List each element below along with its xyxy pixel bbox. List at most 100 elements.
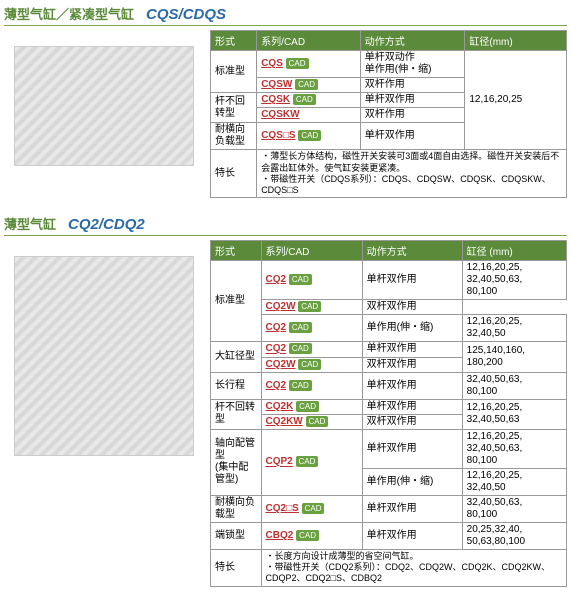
section-header: 薄型气缸／紧凑型气缸 CQS/CDQS [4, 4, 567, 26]
bore-cell: 32,40,50,63,80,100 [462, 495, 566, 522]
action-cell: 单杆双作用 [362, 372, 462, 399]
cad-badge-icon[interactable]: CAD [298, 130, 321, 141]
section-body: 形式系列/CAD动作方式缸径 (mm)标准型CQ2 CAD单杆双作用12,16,… [4, 240, 567, 586]
action-cell: 单杆双作用 [362, 429, 462, 468]
series-link[interactable]: CQSK [261, 94, 290, 105]
series-link[interactable]: CQ2K [266, 401, 294, 412]
action-cell: 双杆双作用 [362, 414, 462, 429]
bore-cell: 12,16,20,25,32,40,50,63 [462, 399, 566, 429]
series-link[interactable]: CQ2KW [266, 416, 303, 427]
product-image-col [4, 240, 204, 586]
spec-table-col: 形式系列/CAD动作方式缸径 (mm)标准型CQ2 CAD单杆双作用12,16,… [210, 240, 567, 586]
form-cell: 耐横向负载型 [211, 495, 262, 522]
action-cell: 单作用(伸・缩) [362, 315, 462, 342]
features-cell: ・薄型长方体结构，磁性开关安装可3面或4面自由选择。磁性开关安装后不会露出缸体外… [257, 150, 567, 198]
cad-badge-icon[interactable]: CAD [296, 456, 319, 467]
series-link[interactable]: CQSW [261, 79, 292, 90]
action-cell: 单杆双动作单作用(伸・缩) [360, 51, 465, 78]
table-header-row: 形式系列/CAD动作方式缸径 (mm) [211, 241, 567, 261]
action-cell: 单杆双作用 [362, 342, 462, 357]
table-header-cell: 缸径 (mm) [462, 241, 566, 261]
cad-badge-icon[interactable]: CAD [302, 503, 325, 514]
series-link[interactable]: CQ2W [266, 301, 296, 312]
series-link[interactable]: CBQ2 [266, 530, 294, 541]
cad-badge-icon[interactable]: CAD [289, 380, 312, 391]
series-link[interactable]: CQSKW [261, 109, 299, 120]
spec-table: 形式系列/CAD动作方式缸径 (mm)标准型CQ2 CAD单杆双作用12,16,… [210, 240, 567, 586]
table-row: 特长・长度方向设计成薄型的省空间气缸。・带磁性开关（CDQ2系列）：CDQ2、C… [211, 549, 567, 586]
action-cell: 双杆双作用 [362, 300, 462, 315]
series-link[interactable]: CQ2W [266, 359, 296, 370]
form-cell: 大缸径型 [211, 342, 262, 372]
series-cell: CQP2 CAD [261, 429, 362, 495]
table-header-cell: 系列/CAD [257, 31, 361, 51]
table-row: 特长・薄型长方体结构，磁性开关安装可3面或4面自由选择。磁性开关安装后不会露出缸… [211, 150, 567, 198]
series-link[interactable]: CQ2□S [266, 503, 299, 514]
action-cell: 单杆双作用 [362, 522, 462, 549]
bore-cell: 12,16,20,25,32,40,50 [462, 315, 566, 342]
cad-badge-icon[interactable]: CAD [296, 401, 319, 412]
series-cell: CQSKW [257, 108, 361, 123]
table-row: 轴向配管型(集中配管型)CQP2 CAD单杆双作用12,16,20,25,32,… [211, 429, 567, 468]
section-title: 薄型气缸／紧凑型气缸 [4, 4, 134, 23]
action-cell: 单杆双作用 [362, 399, 462, 414]
series-cell: CQ2W CAD [261, 357, 362, 372]
bore-cell: 125,140,160,180,200 [462, 342, 566, 372]
bore-cell: 32,40,50,63,80,100 [462, 372, 566, 399]
table-row: CQ2W CAD 双杆双作用 [211, 300, 567, 315]
section-body: 形式系列/CAD动作方式缸径(mm)标准型CQS CAD单杆双动作单作用(伸・缩… [4, 30, 567, 198]
cad-badge-icon[interactable]: CAD [289, 274, 312, 285]
action-cell: 单作用(伸・缩) [362, 468, 462, 495]
table-header-cell: 缸径(mm) [465, 31, 567, 51]
series-cell: CQ2 CAD [261, 372, 362, 399]
series-link[interactable]: CQ2 [266, 274, 287, 285]
series-cell: CQS□S CAD [257, 123, 361, 150]
form-cell: 特长 [211, 549, 262, 586]
series-cell: CQ2 CAD [261, 315, 362, 342]
form-cell: 杆不回转型 [211, 399, 262, 429]
action-cell: 双杆作用 [360, 108, 465, 123]
cad-badge-icon[interactable]: CAD [286, 58, 309, 69]
section-title: 薄型气缸 [4, 214, 56, 233]
section-header: 薄型气缸 CQ2/CDQ2 [4, 214, 567, 236]
series-link[interactable]: CQS [261, 58, 283, 69]
series-link[interactable]: CQ2 [266, 380, 287, 391]
cad-badge-icon[interactable]: CAD [289, 322, 312, 333]
form-cell: 特长 [211, 150, 257, 198]
cad-badge-icon[interactable]: CAD [306, 416, 329, 427]
cad-badge-icon[interactable]: CAD [296, 530, 319, 541]
table-row: 杆不回转型CQ2K CAD单杆双作用12,16,20,25,32,40,50,6… [211, 399, 567, 414]
action-cell: 双杆作用 [360, 78, 465, 93]
cad-badge-icon[interactable]: CAD [293, 94, 316, 105]
series-cell: CQ2KW CAD [261, 414, 362, 429]
series-cell: CQSK CAD [257, 93, 361, 108]
cad-badge-icon[interactable]: CAD [298, 301, 321, 312]
series-link[interactable]: CQP2 [266, 457, 293, 468]
series-link[interactable]: CQ2 [266, 344, 287, 355]
series-cell: CQ2 CAD [261, 342, 362, 357]
spec-table-col: 形式系列/CAD动作方式缸径(mm)标准型CQS CAD单杆双动作单作用(伸・缩… [210, 30, 567, 198]
bore-cell: 12,16,20,25,32,40,50,63,80,100 [462, 261, 566, 300]
cad-badge-icon[interactable]: CAD [289, 343, 312, 354]
section-model: CQ2/CDQ2 [68, 216, 145, 233]
table-header-cell: 系列/CAD [261, 241, 362, 261]
form-cell: 轴向配管型(集中配管型) [211, 429, 262, 495]
form-cell: 长行程 [211, 372, 262, 399]
cad-badge-icon[interactable]: CAD [295, 79, 318, 90]
series-link[interactable]: CQS□S [261, 130, 295, 141]
table-header-cell: 动作方式 [362, 241, 462, 261]
table-header-cell: 形式 [211, 241, 262, 261]
table-row: 标准型CQS CAD单杆双动作单作用(伸・缩)12,16,20,25 [211, 51, 567, 78]
table-row: 标准型CQ2 CAD单杆双作用12,16,20,25,32,40,50,63,8… [211, 261, 567, 300]
table-row: 大缸径型CQ2 CAD单杆双作用125,140,160,180,200 [211, 342, 567, 357]
series-link[interactable]: CQ2 [266, 322, 287, 333]
bore-cell: 12,16,20,25,32,40,50,63,80,100 [462, 429, 566, 468]
section-model: CQS/CDQS [146, 6, 226, 23]
series-cell: CQ2 CAD [261, 261, 362, 300]
features-cell: ・长度方向设计成薄型的省空间气缸。・带磁性开关（CDQ2系列）：CDQ2、CDQ… [261, 549, 566, 586]
table-header-row: 形式系列/CAD动作方式缸径(mm) [211, 31, 567, 51]
product-image-placeholder [14, 256, 194, 456]
bore-cell: 12,16,20,25 [465, 51, 567, 150]
series-cell: CQS CAD [257, 51, 361, 78]
cad-badge-icon[interactable]: CAD [298, 359, 321, 370]
